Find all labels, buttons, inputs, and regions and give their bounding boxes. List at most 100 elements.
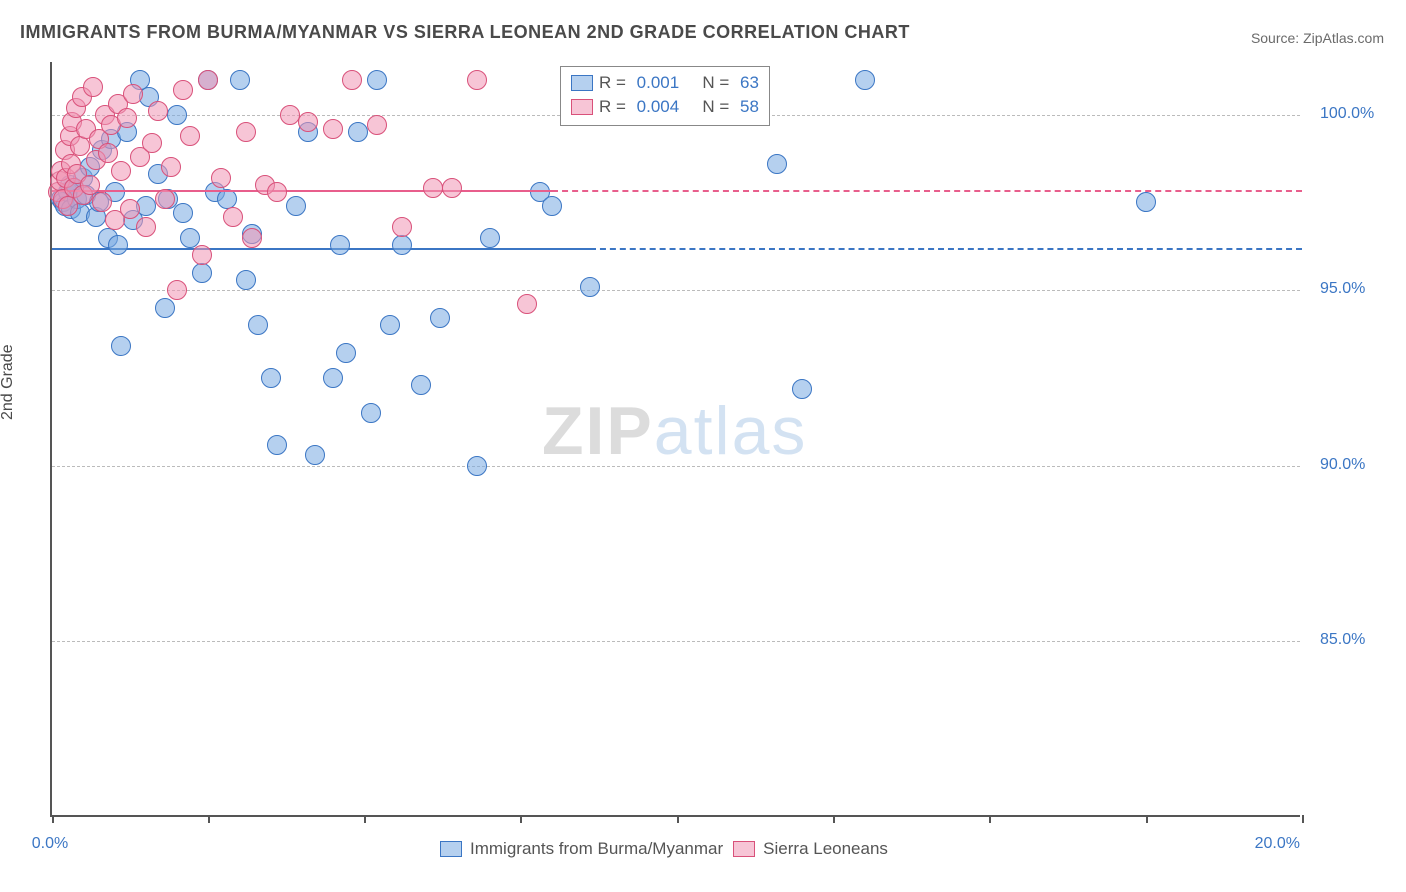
- pink-point: [148, 101, 168, 121]
- legend-n-label: N =: [693, 71, 729, 95]
- pink-point: [467, 70, 487, 90]
- pink-point: [180, 126, 200, 146]
- pink-point: [117, 108, 137, 128]
- watermark-zip: ZIP: [542, 393, 654, 469]
- blue-point: [167, 105, 187, 125]
- blue-point: [155, 298, 175, 318]
- scatter-plot: ZIPatlas: [50, 62, 1300, 817]
- legend-r-value: 0.001: [632, 71, 687, 95]
- gridline: [52, 641, 1300, 642]
- blue-point: [361, 403, 381, 423]
- pink-point: [161, 157, 181, 177]
- gridline: [52, 290, 1300, 291]
- blue-point: [192, 263, 212, 283]
- correlation-legend: R = 0.001 N = 63R = 0.004 N = 58: [560, 66, 770, 126]
- blue-point: [305, 445, 325, 465]
- legend-swatch: [733, 841, 755, 857]
- legend-n-value: 58: [735, 95, 759, 119]
- x-tick-mark: [833, 815, 835, 823]
- legend-n-value: 63: [735, 71, 759, 95]
- legend-swatch: [571, 75, 593, 91]
- pink-point: [517, 294, 537, 314]
- pink-point: [155, 189, 175, 209]
- pink-point: [92, 192, 112, 212]
- pink-point: [192, 245, 212, 265]
- pink-point: [442, 178, 462, 198]
- legend-row: R = 0.004 N = 58: [571, 95, 759, 119]
- blue-point: [1136, 192, 1156, 212]
- pink-point: [423, 178, 443, 198]
- source-attribution: Source: ZipAtlas.com: [1251, 30, 1384, 46]
- pink-point: [167, 280, 187, 300]
- x-tick-mark: [364, 815, 366, 823]
- pink-trend-line-dashed: [552, 190, 1302, 192]
- pink-point: [173, 80, 193, 100]
- x-tick-mark: [520, 815, 522, 823]
- x-tick-mark: [208, 815, 210, 823]
- blue-point: [286, 196, 306, 216]
- pink-trend-line: [52, 190, 552, 192]
- blue-point: [767, 154, 787, 174]
- pink-point: [111, 161, 131, 181]
- pink-point: [83, 77, 103, 97]
- pink-point: [120, 199, 140, 219]
- y-tick-label: 100.0%: [1320, 105, 1374, 123]
- pink-point: [342, 70, 362, 90]
- legend-r-label: R =: [599, 71, 626, 95]
- blue-point: [348, 122, 368, 142]
- blue-point: [180, 228, 200, 248]
- x-tick-label: 0.0%: [32, 835, 68, 853]
- pink-point: [98, 143, 118, 163]
- legend-entry: Immigrants from Burma/Myanmar: [440, 839, 723, 859]
- blue-point: [248, 315, 268, 335]
- watermark-atlas: atlas: [654, 393, 808, 469]
- blue-point: [411, 375, 431, 395]
- blue-point: [111, 336, 131, 356]
- blue-point: [230, 70, 250, 90]
- x-tick-mark: [677, 815, 679, 823]
- y-tick-label: 90.0%: [1320, 456, 1365, 474]
- watermark: ZIPatlas: [542, 392, 807, 470]
- pink-point: [236, 122, 256, 142]
- blue-point: [236, 270, 256, 290]
- blue-point: [173, 203, 193, 223]
- x-tick-label: 20.0%: [1255, 835, 1300, 853]
- blue-point: [367, 70, 387, 90]
- blue-point: [792, 379, 812, 399]
- legend-r-label: R =: [599, 95, 626, 119]
- pink-point: [211, 168, 231, 188]
- legend-swatch: [440, 841, 462, 857]
- pink-point: [392, 217, 412, 237]
- blue-point: [380, 315, 400, 335]
- pink-point: [223, 207, 243, 227]
- blue-point: [323, 368, 343, 388]
- x-tick-mark: [989, 815, 991, 823]
- blue-point: [542, 196, 562, 216]
- blue-point: [430, 308, 450, 328]
- blue-point: [108, 235, 128, 255]
- blue-trend-line-dashed: [590, 248, 1303, 250]
- pink-point: [142, 133, 162, 153]
- pink-point: [298, 112, 318, 132]
- pink-point: [280, 105, 300, 125]
- x-tick-mark: [1146, 815, 1148, 823]
- blue-point: [467, 456, 487, 476]
- blue-point: [392, 235, 412, 255]
- chart-title: IMMIGRANTS FROM BURMA/MYANMAR VS SIERRA …: [20, 22, 910, 43]
- series-legend: Immigrants from Burma/MyanmarSierra Leon…: [440, 839, 888, 859]
- x-tick-mark: [52, 815, 54, 823]
- pink-point: [80, 175, 100, 195]
- blue-point: [330, 235, 350, 255]
- y-tick-label: 95.0%: [1320, 280, 1365, 298]
- blue-point: [267, 435, 287, 455]
- legend-row: R = 0.001 N = 63: [571, 71, 759, 95]
- legend-label: Immigrants from Burma/Myanmar: [470, 839, 723, 859]
- y-tick-label: 85.0%: [1320, 631, 1365, 649]
- blue-point: [336, 343, 356, 363]
- pink-point: [198, 70, 218, 90]
- blue-point: [480, 228, 500, 248]
- legend-r-value: 0.004: [632, 95, 687, 119]
- blue-point: [855, 70, 875, 90]
- pink-point: [123, 84, 143, 104]
- legend-n-label: N =: [693, 95, 729, 119]
